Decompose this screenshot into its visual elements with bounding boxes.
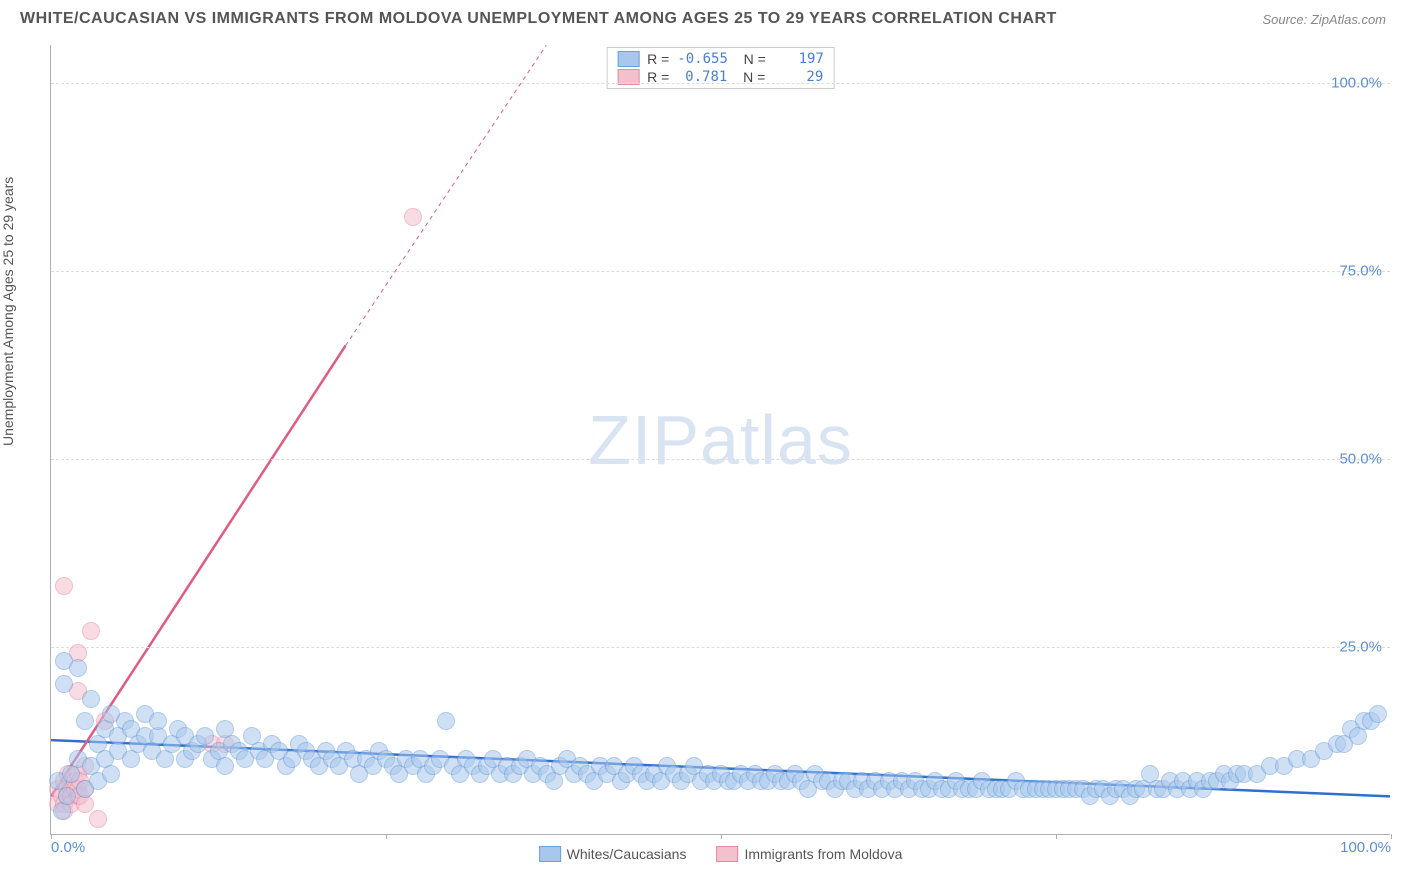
chart-title: WHITE/CAUCASIAN VS IMMIGRANTS FROM MOLDO… (20, 10, 1057, 28)
scatter-point (102, 765, 120, 783)
x-tick-mark (1056, 834, 1057, 839)
correlation-legend-row: R = -0.655 N = 197 (607, 50, 834, 68)
scatter-point (1369, 705, 1387, 723)
series-legend: Whites/Caucasians Immigrants from Moldov… (539, 846, 903, 862)
series-legend-label: Whites/Caucasians (567, 846, 687, 862)
y-tick-label: 100.0% (1331, 74, 1382, 91)
legend-r-label: R = (647, 51, 669, 67)
watermark-part-a: ZIP (588, 401, 700, 479)
scatter-point (404, 208, 422, 226)
trend-lines-layer (51, 45, 1390, 834)
y-tick-label: 75.0% (1339, 262, 1382, 279)
scatter-point (58, 787, 76, 805)
scatter-point (82, 690, 100, 708)
x-tick-mark (386, 834, 387, 839)
series-legend-label: Immigrants from Moldova (744, 846, 902, 862)
scatter-point (89, 810, 107, 828)
title-bar: WHITE/CAUCASIAN VS IMMIGRANTS FROM MOLDO… (20, 10, 1386, 28)
scatter-point (216, 757, 234, 775)
x-tick-mark (1391, 834, 1392, 839)
scatter-point (55, 577, 73, 595)
scatter-point (69, 659, 87, 677)
scatter-point (437, 712, 455, 730)
scatter-point (76, 712, 94, 730)
scatter-point (149, 712, 167, 730)
x-tick-mark (721, 834, 722, 839)
legend-r-value: -0.655 (677, 51, 728, 67)
scatter-point (55, 675, 73, 693)
trend-line (346, 45, 547, 346)
x-tick-label: 0.0% (51, 839, 85, 856)
legend-n-value: 197 (774, 51, 824, 67)
series-legend-item: Immigrants from Moldova (716, 846, 902, 862)
y-axis-label: Unemployment Among Ages 25 to 29 years (0, 177, 16, 446)
gridline (51, 83, 1390, 84)
gridline (51, 271, 1390, 272)
scatter-point (82, 622, 100, 640)
legend-swatch (617, 51, 639, 67)
series-legend-item: Whites/Caucasians (539, 846, 687, 862)
legend-n-label: N = (736, 51, 766, 67)
scatter-point (196, 727, 214, 745)
x-tick-label: 100.0% (1340, 839, 1391, 856)
watermark-part-b: atlas (700, 401, 853, 479)
y-tick-label: 25.0% (1339, 638, 1382, 655)
plot-area: ZIPatlas R = -0.655 N = 197 R = 0.781 N … (50, 45, 1390, 835)
legend-swatch (539, 846, 561, 862)
source-label: Source: ZipAtlas.com (1262, 12, 1386, 27)
watermark: ZIPatlas (588, 400, 853, 480)
y-tick-label: 50.0% (1339, 450, 1382, 467)
gridline (51, 459, 1390, 460)
legend-swatch (716, 846, 738, 862)
gridline (51, 647, 1390, 648)
